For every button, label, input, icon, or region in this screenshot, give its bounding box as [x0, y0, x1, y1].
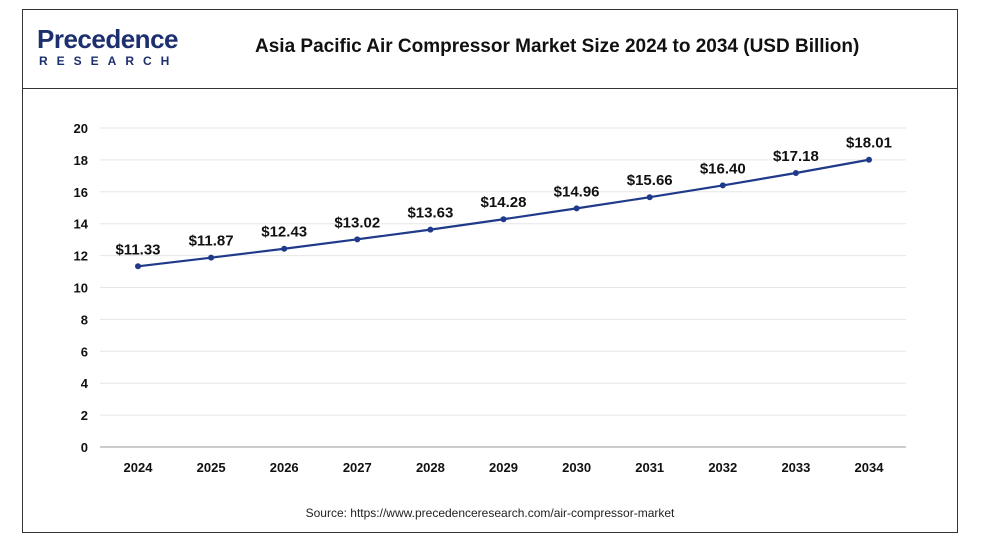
data-label: $11.33 — [115, 241, 160, 258]
data-label: $14.96 — [554, 183, 600, 200]
x-tick-label: 2024 — [124, 460, 154, 475]
data-label: $18.01 — [846, 135, 892, 152]
x-tick-label: 2029 — [489, 460, 518, 475]
y-tick-label: 10 — [74, 281, 88, 296]
y-tick-label: 18 — [74, 153, 88, 168]
y-tick-label: 20 — [74, 121, 88, 136]
x-tick-label: 2034 — [855, 460, 885, 475]
y-tick-label: 6 — [81, 344, 88, 359]
data-point — [792, 169, 799, 176]
x-tick-label: 2032 — [708, 460, 737, 475]
series-line-group — [135, 156, 872, 270]
data-point — [719, 182, 726, 189]
x-tick-label: 2027 — [343, 460, 372, 475]
data-point — [354, 236, 361, 243]
data-point — [427, 226, 434, 233]
y-tick-label: 16 — [74, 185, 88, 200]
data-label: $14.28 — [481, 194, 527, 211]
source-note: Source: https://www.precedenceresearch.c… — [23, 506, 957, 520]
source-text: Source: https://www.precedenceresearch.c… — [305, 506, 675, 520]
x-tick-label: 2030 — [562, 460, 591, 475]
y-tick-label: 8 — [81, 312, 88, 327]
data-point — [281, 245, 288, 252]
series-line — [137, 158, 870, 268]
data-point — [646, 194, 653, 201]
data-point — [135, 263, 141, 270]
data-label: $16.40 — [700, 160, 746, 177]
y-tick-label: 14 — [74, 217, 89, 232]
y-tick-label: 2 — [81, 408, 88, 423]
data-point — [573, 205, 580, 212]
grid-lines — [100, 127, 906, 416]
x-tick-label: 2028 — [416, 460, 445, 475]
chart-frame: Precedence RESEARCH Asia Pacific Air Com… — [22, 9, 958, 533]
y-tick-label: 12 — [74, 249, 88, 264]
data-label: $17.18 — [773, 148, 819, 165]
x-tick-label: 2031 — [635, 460, 664, 475]
y-axis: 0 2 4 6 8 10 12 14 16 18 20 — [74, 121, 89, 455]
logo-wordmark: Precedence — [37, 24, 178, 54]
data-label: $13.02 — [334, 214, 380, 231]
data-label: $15.66 — [627, 172, 673, 189]
precedence-research-logo: Precedence RESEARCH — [37, 26, 178, 68]
data-label: $11.87 — [189, 233, 234, 250]
y-tick-label: 0 — [81, 440, 88, 455]
x-axis: 2024 2025 2026 2027 2028 2029 2030 2031 2032 2033… — [100, 446, 906, 475]
chart-title: Asia Pacific Air Compressor Market Size … — [255, 36, 860, 57]
x-tick-label: 2025 — [197, 460, 226, 475]
data-point — [500, 216, 507, 223]
chart-header: Precedence RESEARCH Asia Pacific Air Com… — [23, 10, 957, 89]
y-tick-label: 4 — [81, 376, 89, 391]
data-label: $12.43 — [261, 224, 307, 241]
x-tick-label: 2026 — [270, 460, 299, 475]
data-label: $13.63 — [407, 205, 453, 222]
data-point — [208, 254, 215, 261]
data-labels: $11.33 $11.87 $12.43 $13.02 $13.63 $14.28 $14.… — [115, 135, 891, 259]
data-point — [866, 156, 872, 163]
x-tick-label: 2033 — [781, 460, 810, 475]
logo-subtitle: RESEARCH — [39, 54, 179, 68]
